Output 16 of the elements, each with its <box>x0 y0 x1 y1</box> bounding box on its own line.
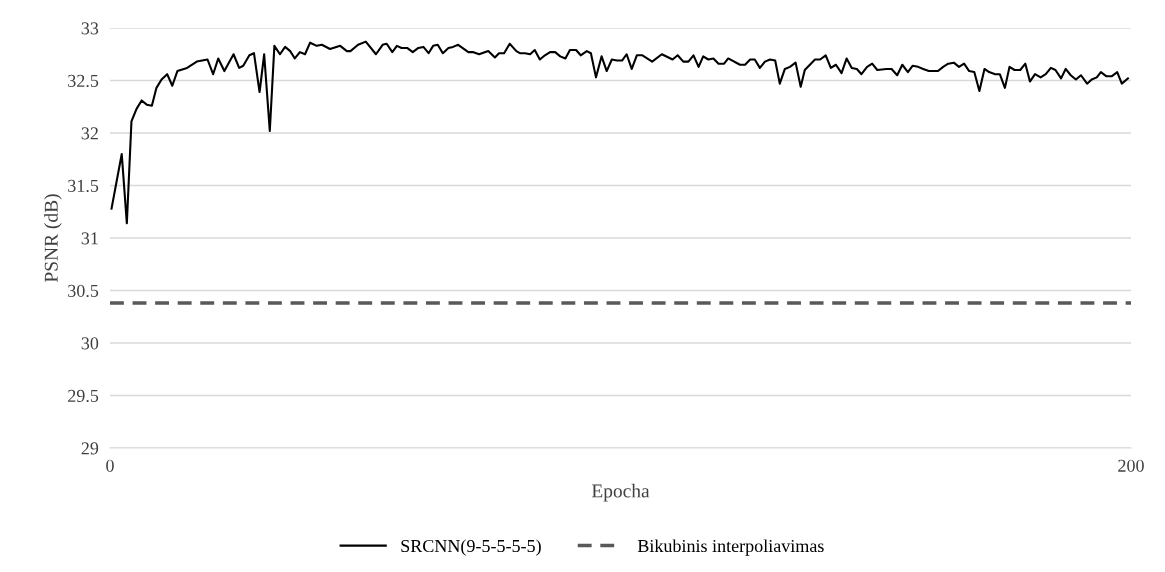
y-tick-label: 29.5 <box>68 389 99 403</box>
y-tick-label: 31.5 <box>68 179 99 193</box>
y-tick-label: 29 <box>81 442 99 455</box>
x-tick-label: 200 <box>1118 459 1144 472</box>
y-tick-label: 32.5 <box>68 74 99 88</box>
y-axis-title: PSNR (dB) <box>44 194 62 283</box>
y-tick-label: 31 <box>81 232 98 245</box>
legend-label: SRCNN(9-5-5-5-5) <box>401 539 541 556</box>
legend-label: Bikubinis interpoliavimas <box>637 539 824 556</box>
y-tick-label: 33 <box>81 22 99 35</box>
y-tick-label: 30.5 <box>68 284 99 298</box>
y-tick-label: 32 <box>81 127 98 140</box>
x-axis-title: Epocha <box>591 483 650 502</box>
y-tick-label: 30 <box>81 337 99 350</box>
line-series <box>110 40 1129 225</box>
x-tick-label: 0 <box>106 459 114 472</box>
